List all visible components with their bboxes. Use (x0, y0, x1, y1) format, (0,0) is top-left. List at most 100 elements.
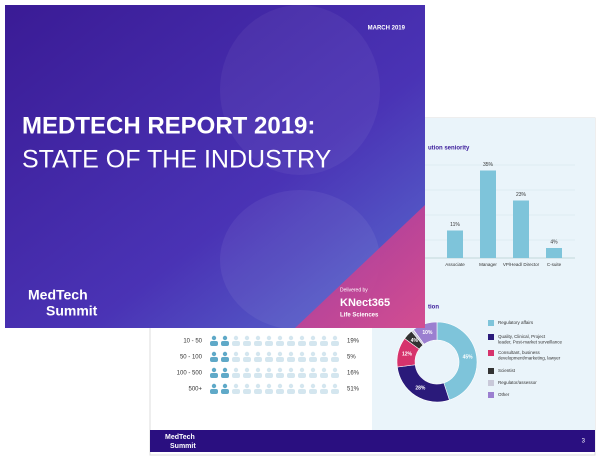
legend-label: Other (498, 392, 510, 397)
person-icon (255, 383, 261, 389)
person-icon (243, 357, 251, 362)
row-value: 19% (347, 339, 360, 345)
legend-swatch (488, 350, 494, 356)
person-icon (233, 351, 239, 357)
bar (480, 170, 496, 258)
row-value: 5% (347, 355, 356, 361)
chart-title: tion (428, 305, 439, 311)
person-icon (210, 357, 218, 362)
category-label: VP/Head/ Director (503, 262, 540, 267)
person-icon (233, 367, 239, 373)
legend-swatch (488, 392, 494, 398)
person-icon (299, 367, 305, 373)
person-icon (244, 335, 250, 341)
cover-date: MARCH 2019 (368, 26, 406, 32)
person-icon (244, 351, 250, 357)
donut-segment (436, 321, 478, 401)
person-icon (276, 389, 284, 394)
category-label: C-suite (547, 262, 562, 267)
person-icon (254, 389, 262, 394)
person-icon (244, 383, 250, 389)
person-icon (255, 351, 261, 357)
row-label: 50 - 100 (180, 355, 203, 361)
person-icon (254, 373, 262, 378)
person-icon (233, 383, 239, 389)
person-icon (211, 351, 217, 357)
person-icon (320, 357, 328, 362)
segment-label: 28% (415, 386, 426, 392)
cover-brand: Summit (46, 303, 98, 319)
person-icon (254, 357, 262, 362)
legend-swatch (488, 334, 494, 340)
person-icon (277, 351, 283, 357)
person-icon (265, 373, 273, 378)
segment-label: 12% (402, 352, 413, 358)
partner-sub: Life Sciences (340, 313, 379, 319)
segment-label: 4% (411, 338, 419, 344)
row-label: 500+ (188, 387, 202, 393)
person-icon (222, 383, 228, 389)
person-icon (211, 367, 217, 373)
person-icon (276, 373, 284, 378)
person-icon (232, 389, 240, 394)
footer-brand: MedTech (165, 434, 195, 441)
cover-brand: MedTech (28, 287, 88, 303)
person-icon (265, 389, 273, 394)
segment-label: 45% (463, 354, 474, 360)
person-icon (321, 367, 327, 373)
person-icon (320, 341, 328, 346)
person-icon (210, 373, 218, 378)
person-icon (222, 335, 228, 341)
report-cover: MARCH 2019 MEDTECH REPORT 2019: STATE OF… (5, 5, 425, 330)
person-icon (266, 351, 272, 357)
person-icon (310, 367, 316, 373)
cover-accent (295, 205, 425, 328)
person-icon (309, 357, 317, 362)
person-icon (266, 383, 272, 389)
person-icon (321, 383, 327, 389)
person-icon (276, 357, 284, 362)
person-icon (221, 357, 229, 362)
person-icon (309, 389, 317, 394)
person-icon (288, 335, 294, 341)
footer-bar (150, 430, 595, 452)
person-icon (222, 367, 228, 373)
person-icon (265, 341, 273, 346)
hourglass-top (220, 5, 380, 175)
person-icon (221, 389, 229, 394)
legend-label: Regulatory affairs (498, 320, 534, 325)
person-icon (331, 357, 339, 362)
person-icon (299, 383, 305, 389)
person-icon (244, 367, 250, 373)
category-label: Manager (479, 262, 497, 267)
person-icon (265, 357, 273, 362)
legend-label: Consultant, business development/marketin… (498, 350, 561, 361)
category-label: Associate (445, 262, 465, 267)
person-icon (288, 351, 294, 357)
delivered-by: Delivered by (340, 287, 368, 293)
person-icon (299, 351, 305, 357)
person-icon (331, 373, 339, 378)
person-icon (221, 373, 229, 378)
person-icon (309, 373, 317, 378)
person-icon (277, 335, 283, 341)
legend-label: Quality, Clinical, Project leader, Post-m… (498, 334, 563, 345)
row-label: 10 - 50 (183, 339, 202, 345)
cover-title: MEDTECH REPORT 2019: (22, 112, 315, 139)
person-icon (321, 335, 327, 341)
person-icon (232, 341, 240, 346)
person-icon (332, 383, 338, 389)
partner-name: KNect365 (340, 297, 390, 309)
person-icon (266, 367, 272, 373)
person-icon (266, 335, 272, 341)
person-icon (287, 357, 295, 362)
person-icon (332, 367, 338, 373)
person-icon (309, 341, 317, 346)
bar (447, 230, 463, 258)
chart-title: ution seniority (428, 146, 470, 152)
person-icon (277, 383, 283, 389)
person-icon (288, 383, 294, 389)
person-icon (277, 367, 283, 373)
